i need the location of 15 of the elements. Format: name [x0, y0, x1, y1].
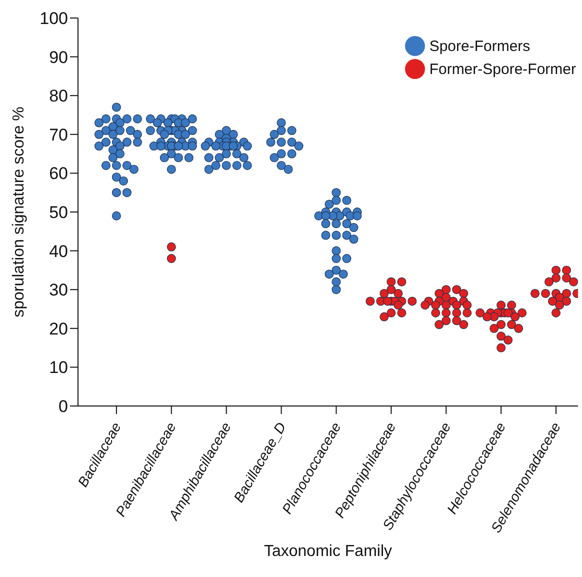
y-tick-label: 100: [40, 9, 68, 28]
y-tick-label: 10: [49, 358, 68, 378]
legend-label: Spore-Formers: [429, 38, 530, 54]
y-axis-title: sporulation signature score %: [10, 106, 28, 318]
legend-label: Former-Spore-Former: [429, 60, 576, 78]
y-tick-label: 50: [49, 203, 68, 222]
y-tick-label: 30: [49, 280, 68, 300]
y-tick-label: 0: [58, 397, 68, 416]
y-tick-label: 70: [49, 125, 68, 144]
y-tick-label: 90: [49, 48, 68, 67]
x-axis-title: Taxonomic Family: [264, 543, 392, 560]
y-tick-label: 60: [49, 164, 68, 184]
y-tick-label: 80: [49, 86, 68, 106]
y-tick-label: 20: [49, 319, 68, 338]
y-tick-label: 40: [49, 242, 68, 261]
